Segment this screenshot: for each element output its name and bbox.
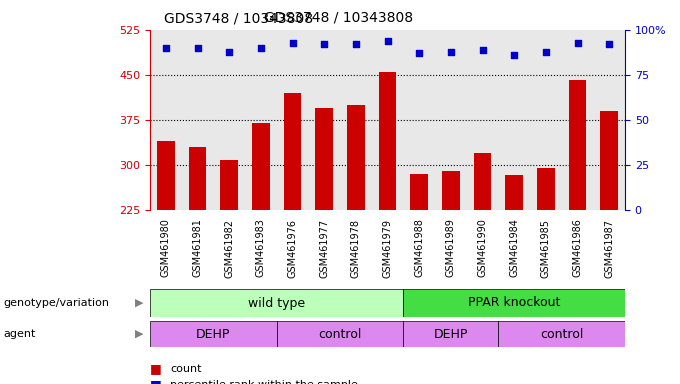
Point xyxy=(350,41,361,48)
Bar xyxy=(498,321,625,347)
Point xyxy=(509,52,520,58)
Text: GSM461981: GSM461981 xyxy=(192,218,203,277)
Text: GSM461987: GSM461987 xyxy=(604,218,614,278)
Text: genotype/variation: genotype/variation xyxy=(3,298,109,308)
Point xyxy=(413,50,424,56)
Bar xyxy=(600,111,618,210)
Point xyxy=(541,48,551,55)
Bar xyxy=(403,289,625,317)
Point xyxy=(256,45,267,51)
Text: GSM461988: GSM461988 xyxy=(414,218,424,277)
Text: percentile rank within the sample: percentile rank within the sample xyxy=(171,380,358,384)
Text: ▶: ▶ xyxy=(135,329,143,339)
Bar xyxy=(347,105,364,210)
Bar xyxy=(150,289,403,317)
Bar xyxy=(505,175,523,210)
Point xyxy=(445,48,456,55)
Text: GDS3748 / 10343808: GDS3748 / 10343808 xyxy=(265,11,413,25)
Text: control: control xyxy=(318,328,362,341)
Text: GSM461980: GSM461980 xyxy=(161,218,171,277)
Bar xyxy=(568,80,586,210)
Bar xyxy=(284,93,301,210)
Bar xyxy=(252,123,269,210)
Text: ■: ■ xyxy=(150,379,162,384)
Text: GSM461982: GSM461982 xyxy=(224,218,234,278)
Bar xyxy=(157,141,175,210)
Bar xyxy=(150,321,277,347)
Bar xyxy=(403,321,498,347)
Point xyxy=(224,48,235,55)
Point xyxy=(287,40,298,46)
Point xyxy=(319,41,330,48)
Text: agent: agent xyxy=(3,329,36,339)
Text: ▶: ▶ xyxy=(135,298,143,308)
Text: DEHP: DEHP xyxy=(196,328,231,341)
Text: PPAR knockout: PPAR knockout xyxy=(468,296,560,310)
Bar xyxy=(379,72,396,210)
Text: GSM461976: GSM461976 xyxy=(288,218,298,278)
Bar xyxy=(220,160,238,210)
Text: GSM461983: GSM461983 xyxy=(256,218,266,277)
Text: DEHP: DEHP xyxy=(434,328,468,341)
Point xyxy=(160,45,171,51)
Text: GSM461986: GSM461986 xyxy=(573,218,583,277)
Point xyxy=(382,38,393,44)
Bar xyxy=(277,321,403,347)
Point xyxy=(477,47,488,53)
Text: control: control xyxy=(540,328,583,341)
Point xyxy=(572,40,583,46)
Text: GSM461979: GSM461979 xyxy=(382,218,392,278)
Text: GSM461989: GSM461989 xyxy=(446,218,456,277)
Text: GSM461990: GSM461990 xyxy=(477,218,488,277)
Text: ■: ■ xyxy=(150,362,162,376)
Text: count: count xyxy=(171,364,202,374)
Point xyxy=(604,41,615,48)
Text: GSM461978: GSM461978 xyxy=(351,218,361,278)
Bar xyxy=(442,171,460,210)
Bar xyxy=(316,108,333,210)
Bar xyxy=(474,153,491,210)
Text: GSM461977: GSM461977 xyxy=(319,218,329,278)
Text: wild type: wild type xyxy=(248,296,305,310)
Bar xyxy=(411,174,428,210)
Text: GSM461985: GSM461985 xyxy=(541,218,551,278)
Bar xyxy=(537,168,555,210)
Text: GSM461984: GSM461984 xyxy=(509,218,519,277)
Point xyxy=(192,45,203,51)
Bar xyxy=(189,147,206,210)
Text: GDS3748 / 10343808: GDS3748 / 10343808 xyxy=(164,12,313,26)
